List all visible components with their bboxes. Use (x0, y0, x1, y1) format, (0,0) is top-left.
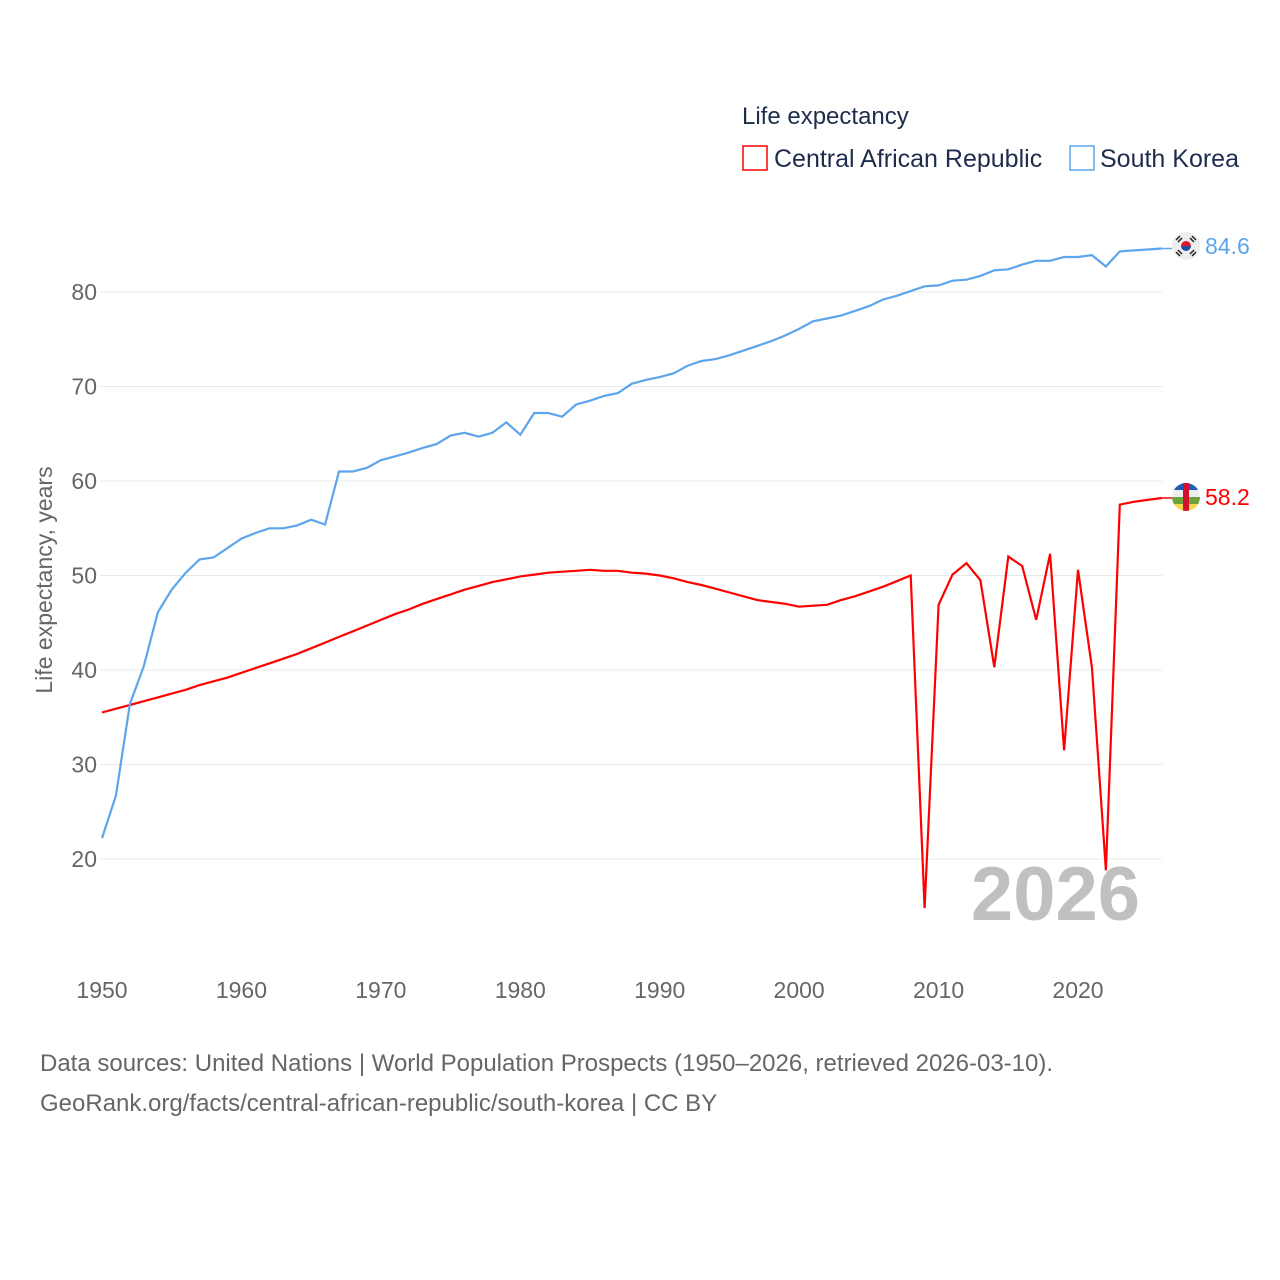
central-african-republic-flag-icon (1172, 483, 1200, 511)
x-axis-ticks: 1950 1960 1970 1980 1990 2000 2010 2020 (76, 977, 1103, 1003)
series-line-central-african-republic[interactable] (101, 496, 1162, 909)
end-label-south-korea: 84.6 (1205, 233, 1250, 259)
legend-label-car: Central African Republic (774, 145, 1042, 173)
year-watermark: 2026 (971, 852, 1140, 937)
end-label-central-african-republic: 58.2 (1205, 484, 1250, 510)
y-tick-label: 20 (71, 846, 97, 872)
y-tick-label: 50 (71, 563, 97, 589)
x-tick-label: 2020 (1052, 977, 1103, 1003)
y-tick-label: 60 (71, 468, 97, 494)
legend-swatch-car (742, 145, 768, 171)
x-tick-label: 1990 (634, 977, 685, 1003)
y-tick-label: 40 (71, 657, 97, 683)
y-axis-label: Life expectancy, years (31, 466, 57, 693)
source-link[interactable]: GeoRank.org/facts/central-african-republ… (40, 1090, 718, 1117)
grid-lines (100, 291, 1162, 860)
legend: Life expectancy Central African Republic… (742, 103, 1239, 173)
data-source-note: Data sources: United Nations | World Pop… (40, 1044, 1053, 1124)
source-line-1: Data sources: United Nations | World Pop… (40, 1050, 1054, 1077)
x-tick-label: 1970 (355, 977, 406, 1003)
south-korea-flag-icon (1172, 232, 1200, 260)
y-tick-label: 80 (71, 279, 97, 305)
x-tick-label: 1980 (495, 977, 546, 1003)
series-line-south-korea[interactable] (100, 247, 1162, 839)
series-lines (100, 247, 1172, 909)
legend-title: Life expectancy (742, 103, 909, 130)
y-tick-label: 30 (71, 752, 97, 778)
x-tick-label: 1950 (76, 977, 127, 1003)
legend-label-south-korea: South Korea (1100, 145, 1239, 173)
legend-item-south-korea[interactable]: South Korea (1069, 145, 1239, 173)
x-tick-label: 1960 (216, 977, 267, 1003)
x-tick-label: 2010 (913, 977, 964, 1003)
y-axis-ticks: 20 30 40 50 60 70 80 (71, 279, 97, 872)
legend-item-central-african-republic[interactable]: Central African Republic (742, 145, 1042, 173)
x-tick-label: 2000 (774, 977, 825, 1003)
y-tick-label: 70 (71, 374, 97, 400)
legend-swatch-south-korea (1069, 145, 1095, 171)
